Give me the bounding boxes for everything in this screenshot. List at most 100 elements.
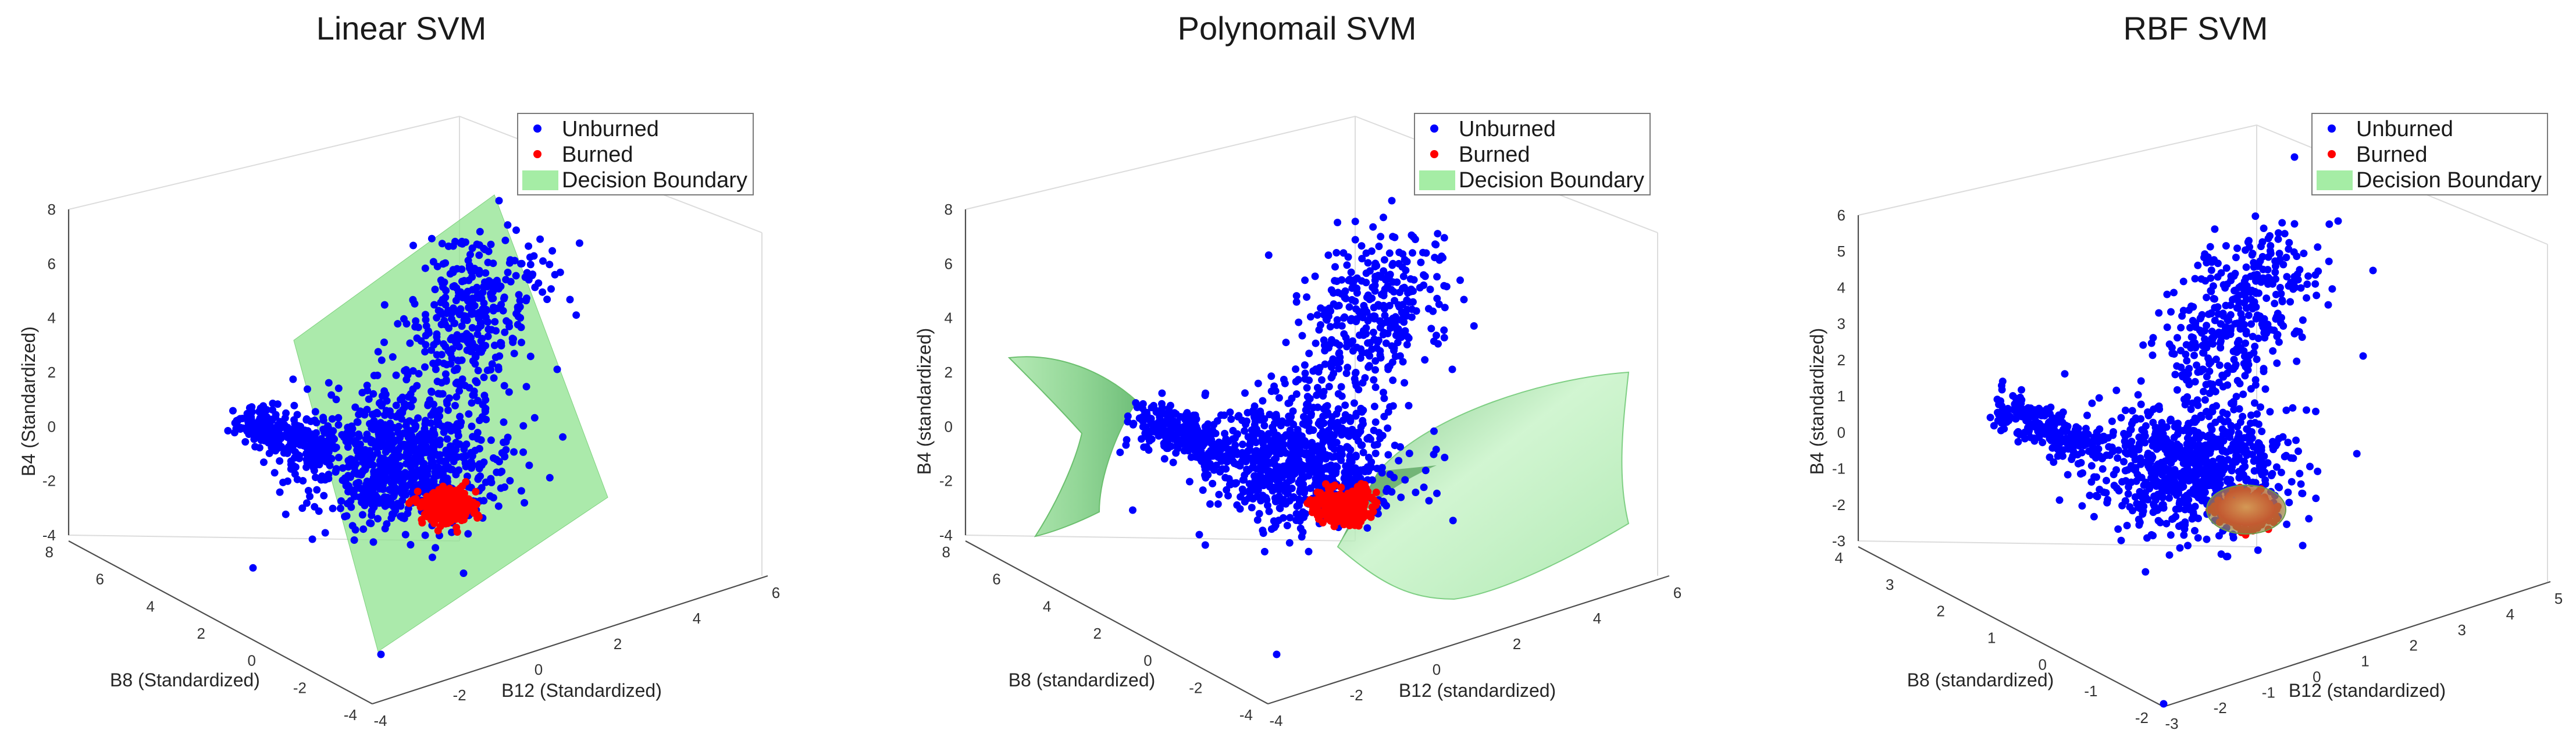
unburned-point <box>519 422 528 430</box>
unburned-point <box>1326 340 1334 348</box>
x-tick-label: 1 <box>1987 629 1996 647</box>
unburned-point <box>348 456 356 464</box>
burned-point <box>1353 483 1362 491</box>
unburned-point <box>2230 355 2238 364</box>
unburned-point <box>1389 259 1397 268</box>
y-tick-label: 4 <box>2506 606 2514 623</box>
unburned-point <box>1384 271 1392 279</box>
unburned-point <box>2261 385 2269 393</box>
unburned-point <box>2273 332 2281 340</box>
burned-point <box>474 511 482 519</box>
x-tick-label: 0 <box>1143 652 1152 670</box>
unburned-point <box>262 414 270 422</box>
burned-point <box>1353 507 1361 515</box>
unburned-point <box>282 409 290 417</box>
unburned-point <box>1207 440 1216 448</box>
burned-point <box>449 496 457 504</box>
unburned-point <box>350 536 358 544</box>
unburned-point <box>1411 236 1419 243</box>
unburned-point <box>2171 371 2179 379</box>
unburned-point <box>404 449 412 457</box>
unburned-point <box>464 530 472 538</box>
y-tick-label: -2 <box>2214 699 2227 717</box>
unburned-point <box>1335 350 1343 358</box>
unburned-point <box>421 348 429 356</box>
unburned-point <box>1314 390 1322 398</box>
burned-point <box>1328 483 1337 491</box>
unburned-point <box>1173 418 1181 426</box>
unburned-point <box>386 407 394 415</box>
unburned-point <box>422 448 430 457</box>
unburned-point <box>1225 480 1234 489</box>
unburned-point <box>469 357 477 365</box>
unburned-point <box>487 436 495 444</box>
unburned-point <box>1239 488 1248 496</box>
unburned-point <box>432 544 440 552</box>
unburned-point <box>437 298 445 307</box>
z-tick-label: 0 <box>1837 423 1845 441</box>
unburned-point <box>444 242 453 250</box>
unburned-point <box>438 240 446 248</box>
unburned-point <box>341 474 349 482</box>
unburned-point <box>430 301 439 309</box>
unburned-point <box>430 481 438 489</box>
unburned-point <box>530 252 538 260</box>
y-tick-label: -3 <box>2165 715 2178 730</box>
unburned-point <box>1298 441 1306 449</box>
unburned-point <box>2293 357 2301 365</box>
unburned-point <box>1401 379 1409 387</box>
y-tick-label: 2 <box>1513 635 1521 653</box>
unburned-point <box>443 435 451 443</box>
points-unburned <box>1116 197 1478 658</box>
unburned-point <box>1362 324 1370 332</box>
points-unburned <box>224 197 583 658</box>
unburned-point <box>452 471 460 479</box>
unburned-point <box>2138 500 2146 508</box>
unburned-point <box>1328 413 1336 421</box>
chart-title: Polynomail SVM <box>1178 10 1417 47</box>
unburned-point <box>422 311 429 319</box>
unburned-point <box>2230 405 2238 414</box>
z-axis-label: B4 (standardized) <box>1807 328 1827 475</box>
unburned-point <box>437 276 445 284</box>
unburned-point <box>2122 497 2130 505</box>
unburned-point <box>1273 650 1281 658</box>
unburned-point <box>379 485 387 493</box>
unburned-point <box>2242 339 2249 347</box>
y-axis-label: B12 (standardized) <box>1399 680 1556 701</box>
unburned-point <box>382 390 390 398</box>
unburned-point <box>1342 369 1351 378</box>
unburned-point <box>2118 478 2126 486</box>
unburned-point <box>1299 480 1307 488</box>
unburned-point <box>466 347 475 355</box>
unburned-point <box>391 507 400 515</box>
unburned-point <box>2291 277 2299 285</box>
unburned-point <box>1317 422 1325 430</box>
unburned-point <box>1373 262 1381 270</box>
unburned-point <box>1337 383 1345 391</box>
unburned-point <box>1340 330 1348 338</box>
unburned-point <box>1379 497 1387 505</box>
unburned-point <box>334 454 343 461</box>
unburned-point <box>406 339 414 347</box>
unburned-point <box>1367 247 1376 255</box>
unburned-point <box>1359 331 1367 339</box>
unburned-point <box>2239 390 2247 398</box>
unburned-point <box>1288 394 1296 403</box>
unburned-point <box>1384 329 1392 337</box>
unburned-point <box>2272 313 2281 321</box>
unburned-point <box>445 394 453 402</box>
unburned-point <box>1323 316 1331 324</box>
unburned-point <box>1378 469 1386 477</box>
unburned-point <box>428 462 436 470</box>
unburned-point <box>2251 399 2258 407</box>
unburned-point <box>1259 529 1267 537</box>
unburned-point <box>1300 513 1308 521</box>
x-tick-label: 6 <box>96 571 104 588</box>
unburned-point <box>1292 298 1301 306</box>
unburned-point <box>475 270 483 278</box>
y-tick-label: 0 <box>2313 668 2321 685</box>
unburned-point <box>2038 429 2046 437</box>
unburned-point <box>2229 347 2237 355</box>
unburned-point <box>334 384 343 393</box>
